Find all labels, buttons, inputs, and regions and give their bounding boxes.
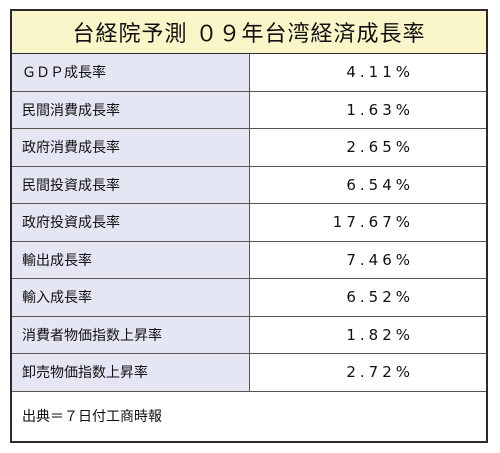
- row-label: 民間投資成長率: [12, 166, 250, 203]
- source-note: 出典＝７日付工商時報: [12, 391, 486, 441]
- table-row: 輸出成長率 7.46%: [12, 241, 486, 279]
- row-label: 輸入成長率: [12, 279, 250, 316]
- row-label: 卸売物価指数上昇率: [12, 354, 250, 391]
- row-label: ＧＤＰ成長率: [12, 54, 250, 91]
- row-value: 1.63%: [346, 100, 414, 119]
- table-row: ＧＤＰ成長率 4.11%: [12, 54, 486, 92]
- table-row: 政府消費成長率 2.65%: [12, 129, 486, 167]
- row-value: 2.72%: [346, 363, 414, 382]
- table-title: 台経院予測 ０９年台湾経済成長率: [12, 11, 486, 54]
- row-label: 政府投資成長率: [12, 204, 250, 241]
- table-body: ＧＤＰ成長率 4.11% 民間消費成長率 1.63% 政府消費成長率 2.65%…: [12, 54, 486, 392]
- row-value: 1.82%: [346, 325, 414, 344]
- row-label: 輸出成長率: [12, 241, 250, 278]
- row-label: 民間消費成長率: [12, 91, 250, 128]
- row-value: 17.67%: [332, 213, 414, 232]
- row-value: 7.46%: [346, 250, 414, 269]
- table-row: 民間投資成長率 6.54%: [12, 166, 486, 204]
- row-value: 6.52%: [346, 288, 414, 307]
- table-row: 民間消費成長率 1.63%: [12, 91, 486, 129]
- forecast-table: 台経院予測 ０９年台湾経済成長率 ＧＤＰ成長率 4.11% 民間消費成長率 1.…: [10, 9, 488, 443]
- table-row: 消費者物価指数上昇率 1.82%: [12, 316, 486, 354]
- row-value: 2.65%: [346, 138, 414, 157]
- table-row: 輸入成長率 6.52%: [12, 279, 486, 317]
- table-row: 政府投資成長率 17.67%: [12, 204, 486, 242]
- row-label: 政府消費成長率: [12, 129, 250, 166]
- row-value: 6.54%: [346, 175, 414, 194]
- row-value: 4.11%: [346, 63, 414, 82]
- row-label: 消費者物価指数上昇率: [12, 316, 250, 353]
- table-row: 卸売物価指数上昇率 2.72%: [12, 354, 486, 392]
